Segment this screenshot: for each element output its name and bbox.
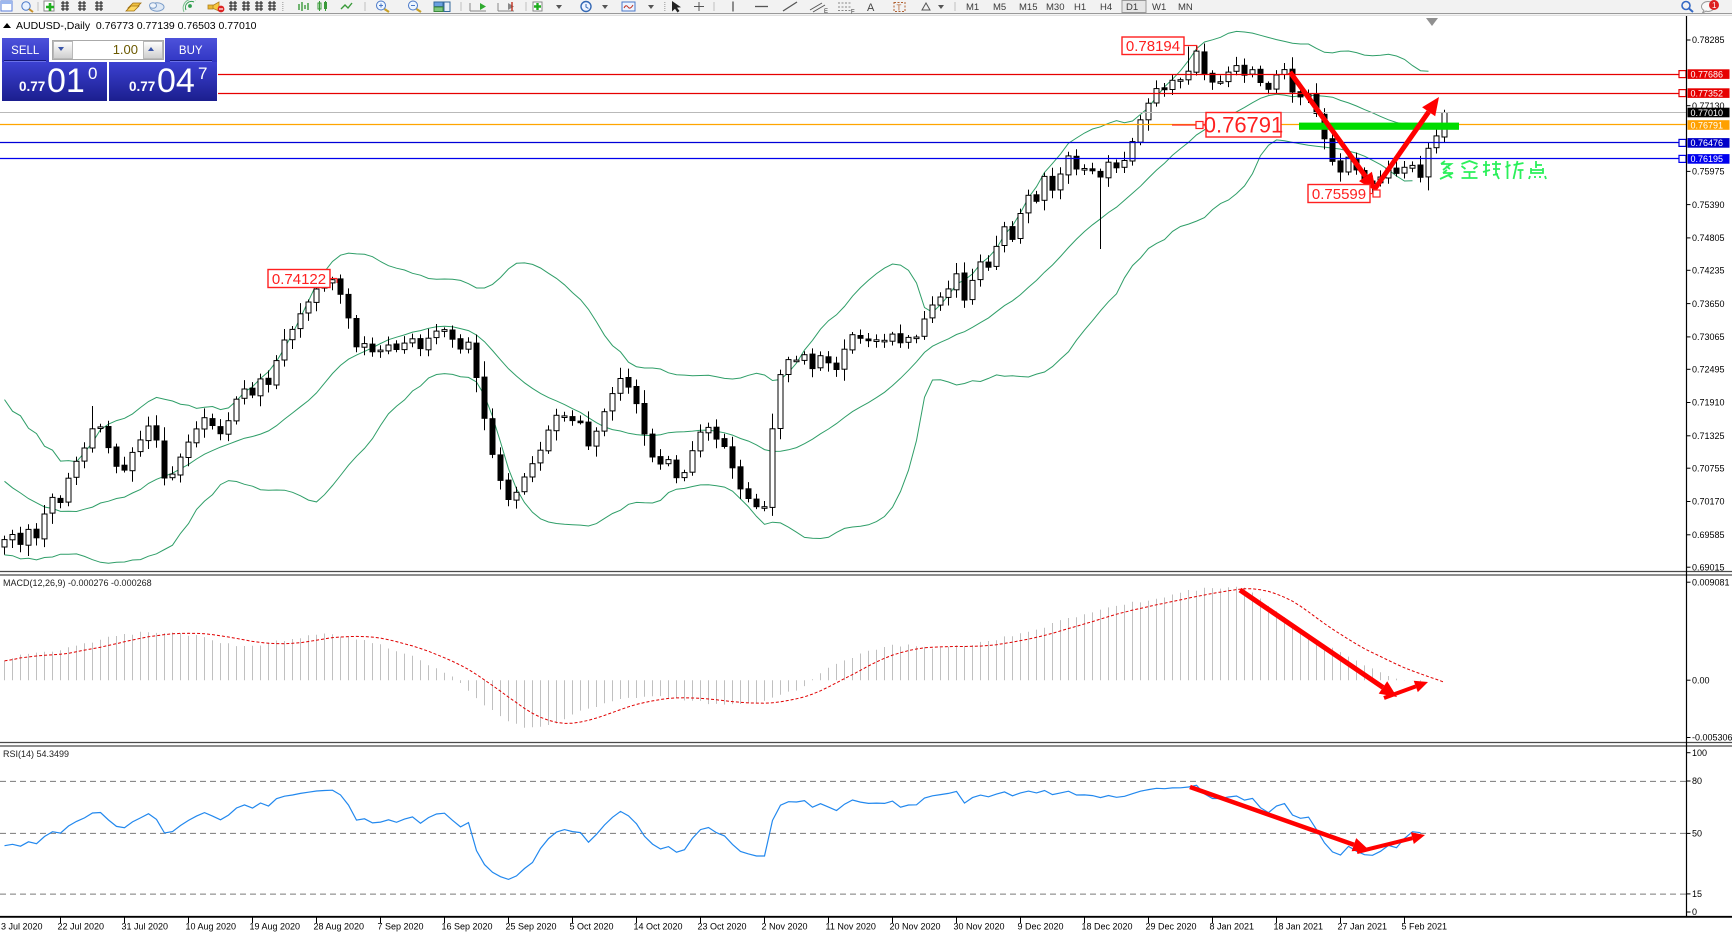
- svg-text:MACD(12,26,9) -0.000276 -0.000: MACD(12,26,9) -0.000276 -0.000268: [3, 578, 152, 588]
- svg-text:80: 80: [1692, 776, 1702, 786]
- svg-text:7 Sep 2020: 7 Sep 2020: [378, 922, 424, 932]
- svg-text:14 Oct 2020: 14 Oct 2020: [634, 922, 683, 932]
- svg-text:10 Aug 2020: 10 Aug 2020: [186, 922, 237, 932]
- svg-text:MN: MN: [1178, 2, 1193, 13]
- svg-text:0.78194: 0.78194: [1126, 38, 1180, 55]
- svg-text:M5: M5: [993, 2, 1006, 13]
- svg-text:0.73650: 0.73650: [1692, 299, 1725, 309]
- svg-text:0.77010: 0.77010: [1691, 108, 1724, 118]
- svg-text:5 Oct 2020: 5 Oct 2020: [570, 922, 614, 932]
- svg-text:W1: W1: [1152, 2, 1166, 13]
- svg-text:11 Nov 2020: 11 Nov 2020: [826, 922, 876, 932]
- svg-text:0.75390: 0.75390: [1692, 200, 1725, 210]
- svg-text:27 Jan 2021: 27 Jan 2021: [1338, 922, 1388, 932]
- svg-text:E: E: [824, 9, 828, 15]
- svg-text:M1: M1: [966, 2, 979, 13]
- svg-text:0.77130: 0.77130: [1692, 101, 1725, 111]
- svg-text:AUDUSD-,Daily 0.76773 0.77139: AUDUSD-,Daily 0.76773 0.77139 0.76503 0.…: [16, 20, 257, 32]
- svg-text:3 Jul 2020: 3 Jul 2020: [1, 922, 43, 932]
- svg-text:M15: M15: [1019, 2, 1037, 13]
- svg-text:0.74235: 0.74235: [1692, 266, 1725, 276]
- svg-text:-0.005306: -0.005306: [1692, 733, 1732, 743]
- svg-text:29 Dec 2020: 29 Dec 2020: [1146, 922, 1197, 932]
- svg-text:30 Nov 2020: 30 Nov 2020: [954, 922, 1005, 932]
- svg-text:31 Jul 2020: 31 Jul 2020: [122, 922, 169, 932]
- svg-text:H1: H1: [1074, 2, 1086, 13]
- svg-text:19 Aug 2020: 19 Aug 2020: [250, 922, 301, 932]
- svg-text:22 Jul 2020: 22 Jul 2020: [58, 922, 105, 932]
- svg-text:0.76791: 0.76791: [1204, 113, 1284, 138]
- svg-text:20 Nov 2020: 20 Nov 2020: [890, 922, 941, 932]
- svg-text:0.78285: 0.78285: [1692, 35, 1725, 45]
- svg-text:0.77686: 0.77686: [1691, 69, 1724, 79]
- svg-text:H4: H4: [1100, 2, 1112, 13]
- svg-text:0.73065: 0.73065: [1692, 332, 1725, 342]
- svg-text:0.74805: 0.74805: [1692, 233, 1725, 243]
- svg-text:M30: M30: [1046, 2, 1064, 13]
- svg-text:23 Oct 2020: 23 Oct 2020: [698, 922, 747, 932]
- svg-text:0.76791: 0.76791: [1691, 120, 1724, 130]
- svg-text:0.77352: 0.77352: [1691, 88, 1724, 98]
- svg-text:18 Jan 2021: 18 Jan 2021: [1274, 922, 1324, 932]
- svg-text:0.69585: 0.69585: [1692, 530, 1725, 540]
- svg-text:15: 15: [1692, 889, 1702, 899]
- svg-text:0.70755: 0.70755: [1692, 463, 1725, 473]
- svg-text:5 Feb 2021: 5 Feb 2021: [1402, 922, 1448, 932]
- svg-text:28 Aug 2020: 28 Aug 2020: [314, 922, 365, 932]
- svg-text:0.74122: 0.74122: [272, 271, 326, 288]
- svg-text:25 Sep 2020: 25 Sep 2020: [506, 922, 557, 932]
- svg-text:0.71910: 0.71910: [1692, 398, 1725, 408]
- svg-text:0.69015: 0.69015: [1692, 562, 1725, 572]
- svg-text:F: F: [851, 10, 855, 16]
- svg-text:RSI(14) 54.3499: RSI(14) 54.3499: [3, 749, 69, 759]
- svg-text:D1: D1: [1126, 2, 1138, 13]
- svg-text:0.71325: 0.71325: [1692, 431, 1725, 441]
- svg-text:2 Nov 2020: 2 Nov 2020: [762, 922, 808, 932]
- svg-text:16 Sep 2020: 16 Sep 2020: [442, 922, 493, 932]
- svg-text:8 Jan 2021: 8 Jan 2021: [1210, 922, 1255, 932]
- svg-text:0: 0: [1692, 907, 1697, 917]
- svg-text:0.76476: 0.76476: [1691, 138, 1724, 148]
- svg-text:100: 100: [1692, 748, 1707, 758]
- svg-text:0.70170: 0.70170: [1692, 497, 1725, 507]
- svg-text:9 Dec 2020: 9 Dec 2020: [1018, 922, 1064, 932]
- svg-text:0.009081: 0.009081: [1692, 577, 1730, 587]
- svg-text:0.72495: 0.72495: [1692, 365, 1725, 375]
- svg-text:0.00: 0.00: [1692, 675, 1710, 685]
- svg-text:0.75599: 0.75599: [1312, 186, 1366, 203]
- svg-text:1: 1: [1712, 1, 1717, 10]
- svg-text:A: A: [867, 2, 875, 14]
- svg-text:0.76195: 0.76195: [1691, 154, 1724, 164]
- svg-text:18 Dec 2020: 18 Dec 2020: [1082, 922, 1133, 932]
- svg-text:T: T: [897, 4, 902, 13]
- svg-text:50: 50: [1692, 829, 1702, 839]
- svg-text:0.75975: 0.75975: [1692, 167, 1725, 177]
